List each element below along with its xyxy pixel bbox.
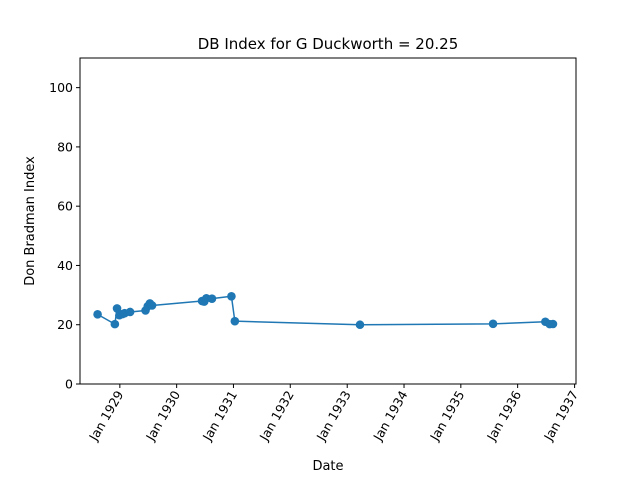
data-point	[125, 307, 135, 317]
y-axis-ticks: 0 20 40 60 80 100	[49, 80, 80, 392]
y-axis-label: Don Bradman Index	[23, 156, 38, 286]
data-point	[230, 316, 240, 326]
data-point	[93, 310, 102, 319]
data-point	[147, 301, 157, 310]
y-tick-label: 0	[65, 377, 73, 392]
data-point	[207, 294, 217, 303]
y-tick-label: 80	[57, 139, 73, 154]
data-point	[227, 291, 236, 301]
data-point	[110, 319, 120, 329]
data-point	[548, 319, 558, 329]
chart-title: DB Index for G Duckworth = 20.25	[198, 35, 459, 53]
data-point	[112, 304, 122, 313]
plot-frame	[79, 57, 577, 385]
data-point	[355, 320, 365, 330]
data-point	[488, 319, 498, 329]
y-tick-label: 20	[57, 317, 73, 332]
y-tick-label: 60	[57, 199, 73, 214]
y-tick-label: 100	[49, 80, 73, 95]
y-tick-label: 40	[57, 258, 73, 273]
x-axis-label: Date	[312, 459, 343, 474]
plot-area	[93, 291, 558, 330]
